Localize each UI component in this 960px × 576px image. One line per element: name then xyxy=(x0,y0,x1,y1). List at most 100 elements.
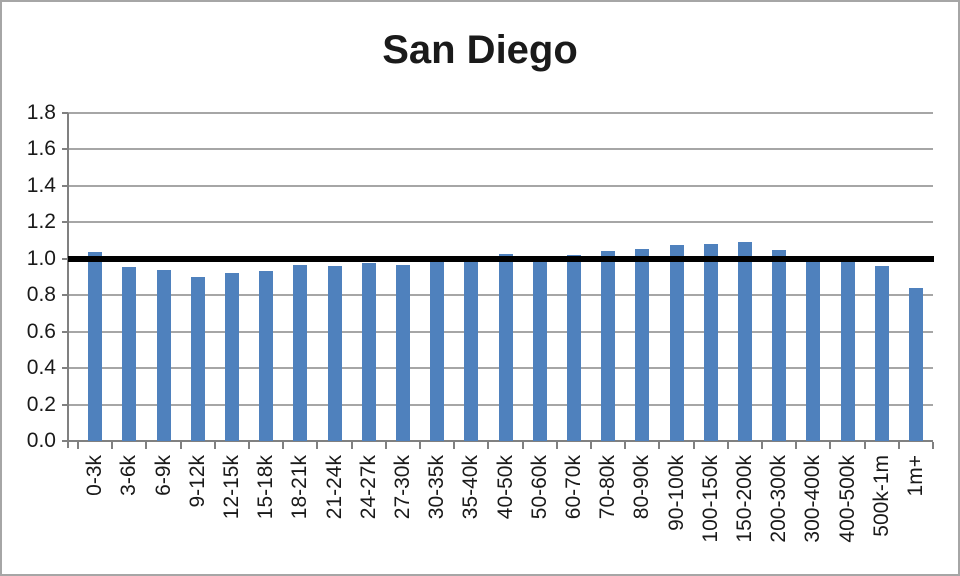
bar xyxy=(464,262,478,441)
y-axis-tick xyxy=(62,221,68,223)
bar xyxy=(430,262,444,441)
x-axis-tick xyxy=(727,442,729,449)
x-axis-label: 90-100k xyxy=(665,455,688,531)
bar xyxy=(293,265,307,441)
x-axis-label: 6-9k xyxy=(152,455,175,496)
x-axis-tick xyxy=(487,442,489,449)
x-axis-tick xyxy=(351,442,353,449)
x-axis-label: 1m+ xyxy=(904,455,927,497)
bar xyxy=(738,242,752,441)
bar xyxy=(191,277,205,441)
bar xyxy=(635,249,649,441)
y-axis-tick xyxy=(62,258,68,260)
y-axis-label: 1.6 xyxy=(26,137,56,160)
gridline xyxy=(68,185,933,187)
x-axis-tick xyxy=(864,442,866,449)
bar xyxy=(875,266,889,441)
x-axis-tick xyxy=(932,442,934,449)
y-axis-label: 1.2 xyxy=(26,210,56,233)
bar xyxy=(704,244,718,441)
x-axis-tick xyxy=(795,442,797,449)
x-axis-label: 40-50k xyxy=(494,455,517,520)
y-axis-label: 1.4 xyxy=(26,174,56,197)
y-axis-tick xyxy=(62,367,68,369)
x-axis-tick xyxy=(385,442,387,449)
x-axis-label: 500k-1m xyxy=(870,455,893,537)
x-axis-label: 12-15k xyxy=(220,455,243,520)
x-axis-tick xyxy=(898,442,900,449)
x-axis-tick xyxy=(77,442,79,449)
bar xyxy=(499,254,513,441)
x-axis-label: 21-24k xyxy=(323,455,346,520)
bar xyxy=(533,261,547,441)
x-axis-tick xyxy=(145,442,147,449)
x-axis-tick xyxy=(316,442,318,449)
y-axis-tick xyxy=(62,440,68,442)
x-axis-tick xyxy=(282,442,284,449)
y-axis-label: 0.0 xyxy=(26,429,56,452)
x-axis-label: 35-40k xyxy=(459,455,482,520)
y-axis-label: 0.4 xyxy=(26,356,56,379)
x-axis-label: 9-12k xyxy=(186,455,209,508)
x-axis-tick xyxy=(761,442,763,449)
x-axis-tick xyxy=(829,442,831,449)
x-axis-label: 80-90k xyxy=(630,455,653,520)
x-axis-label: 400-500k xyxy=(836,455,859,543)
bar xyxy=(909,288,923,441)
x-axis-tick xyxy=(214,442,216,449)
bar xyxy=(88,252,102,441)
x-axis-label: 300-400k xyxy=(801,455,824,543)
chart-title: San Diego xyxy=(382,28,578,72)
x-axis-tick xyxy=(590,442,592,449)
bar xyxy=(157,270,171,441)
bar xyxy=(670,245,684,441)
bar xyxy=(259,271,273,441)
bar xyxy=(362,263,376,441)
gridline xyxy=(68,148,933,150)
y-axis-label: 1.0 xyxy=(26,247,56,270)
y-axis-tick xyxy=(62,294,68,296)
x-axis-label: 50-60k xyxy=(528,455,551,520)
x-axis-label: 30-35k xyxy=(425,455,448,520)
bar xyxy=(567,255,581,441)
x-axis-tick xyxy=(658,442,660,449)
y-axis-label: 0.6 xyxy=(26,320,56,343)
x-axis-label: 15-18k xyxy=(254,455,277,520)
bar xyxy=(328,266,342,441)
y-axis-tick xyxy=(62,185,68,187)
y-axis-line xyxy=(67,113,69,448)
x-axis-tick xyxy=(556,442,558,449)
bar xyxy=(772,250,786,441)
x-axis-label: 100-150k xyxy=(699,455,722,543)
x-axis-label: 200-300k xyxy=(767,455,790,543)
reference-line xyxy=(68,256,934,262)
x-axis-label: 70-80k xyxy=(596,455,619,520)
bar xyxy=(396,265,410,441)
bar xyxy=(601,251,615,441)
y-axis-label: 1.8 xyxy=(26,101,56,124)
x-axis-tick xyxy=(111,442,113,449)
x-axis-tick xyxy=(180,442,182,449)
x-axis-label: 24-27k xyxy=(357,455,380,520)
y-axis-label: 0.8 xyxy=(26,283,56,306)
bar xyxy=(122,267,136,441)
y-axis-tick xyxy=(62,112,68,114)
y-axis-tick xyxy=(62,148,68,150)
y-axis-label: 0.2 xyxy=(26,393,56,416)
x-axis-tick xyxy=(693,442,695,449)
x-axis-label: 0-3k xyxy=(83,455,106,496)
x-axis-tick xyxy=(419,442,421,449)
x-axis-label: 18-21k xyxy=(288,455,311,520)
x-axis-tick xyxy=(248,442,250,449)
gridline xyxy=(68,221,933,223)
y-axis-tick xyxy=(62,404,68,406)
x-axis-label: 150-200k xyxy=(733,455,756,543)
x-axis-tick xyxy=(624,442,626,449)
bar xyxy=(841,261,855,441)
x-axis-label: 3-6k xyxy=(117,455,140,496)
bar xyxy=(225,273,239,441)
x-axis-tick xyxy=(453,442,455,449)
x-axis-label: 60-70k xyxy=(562,455,585,520)
bar xyxy=(806,261,820,441)
